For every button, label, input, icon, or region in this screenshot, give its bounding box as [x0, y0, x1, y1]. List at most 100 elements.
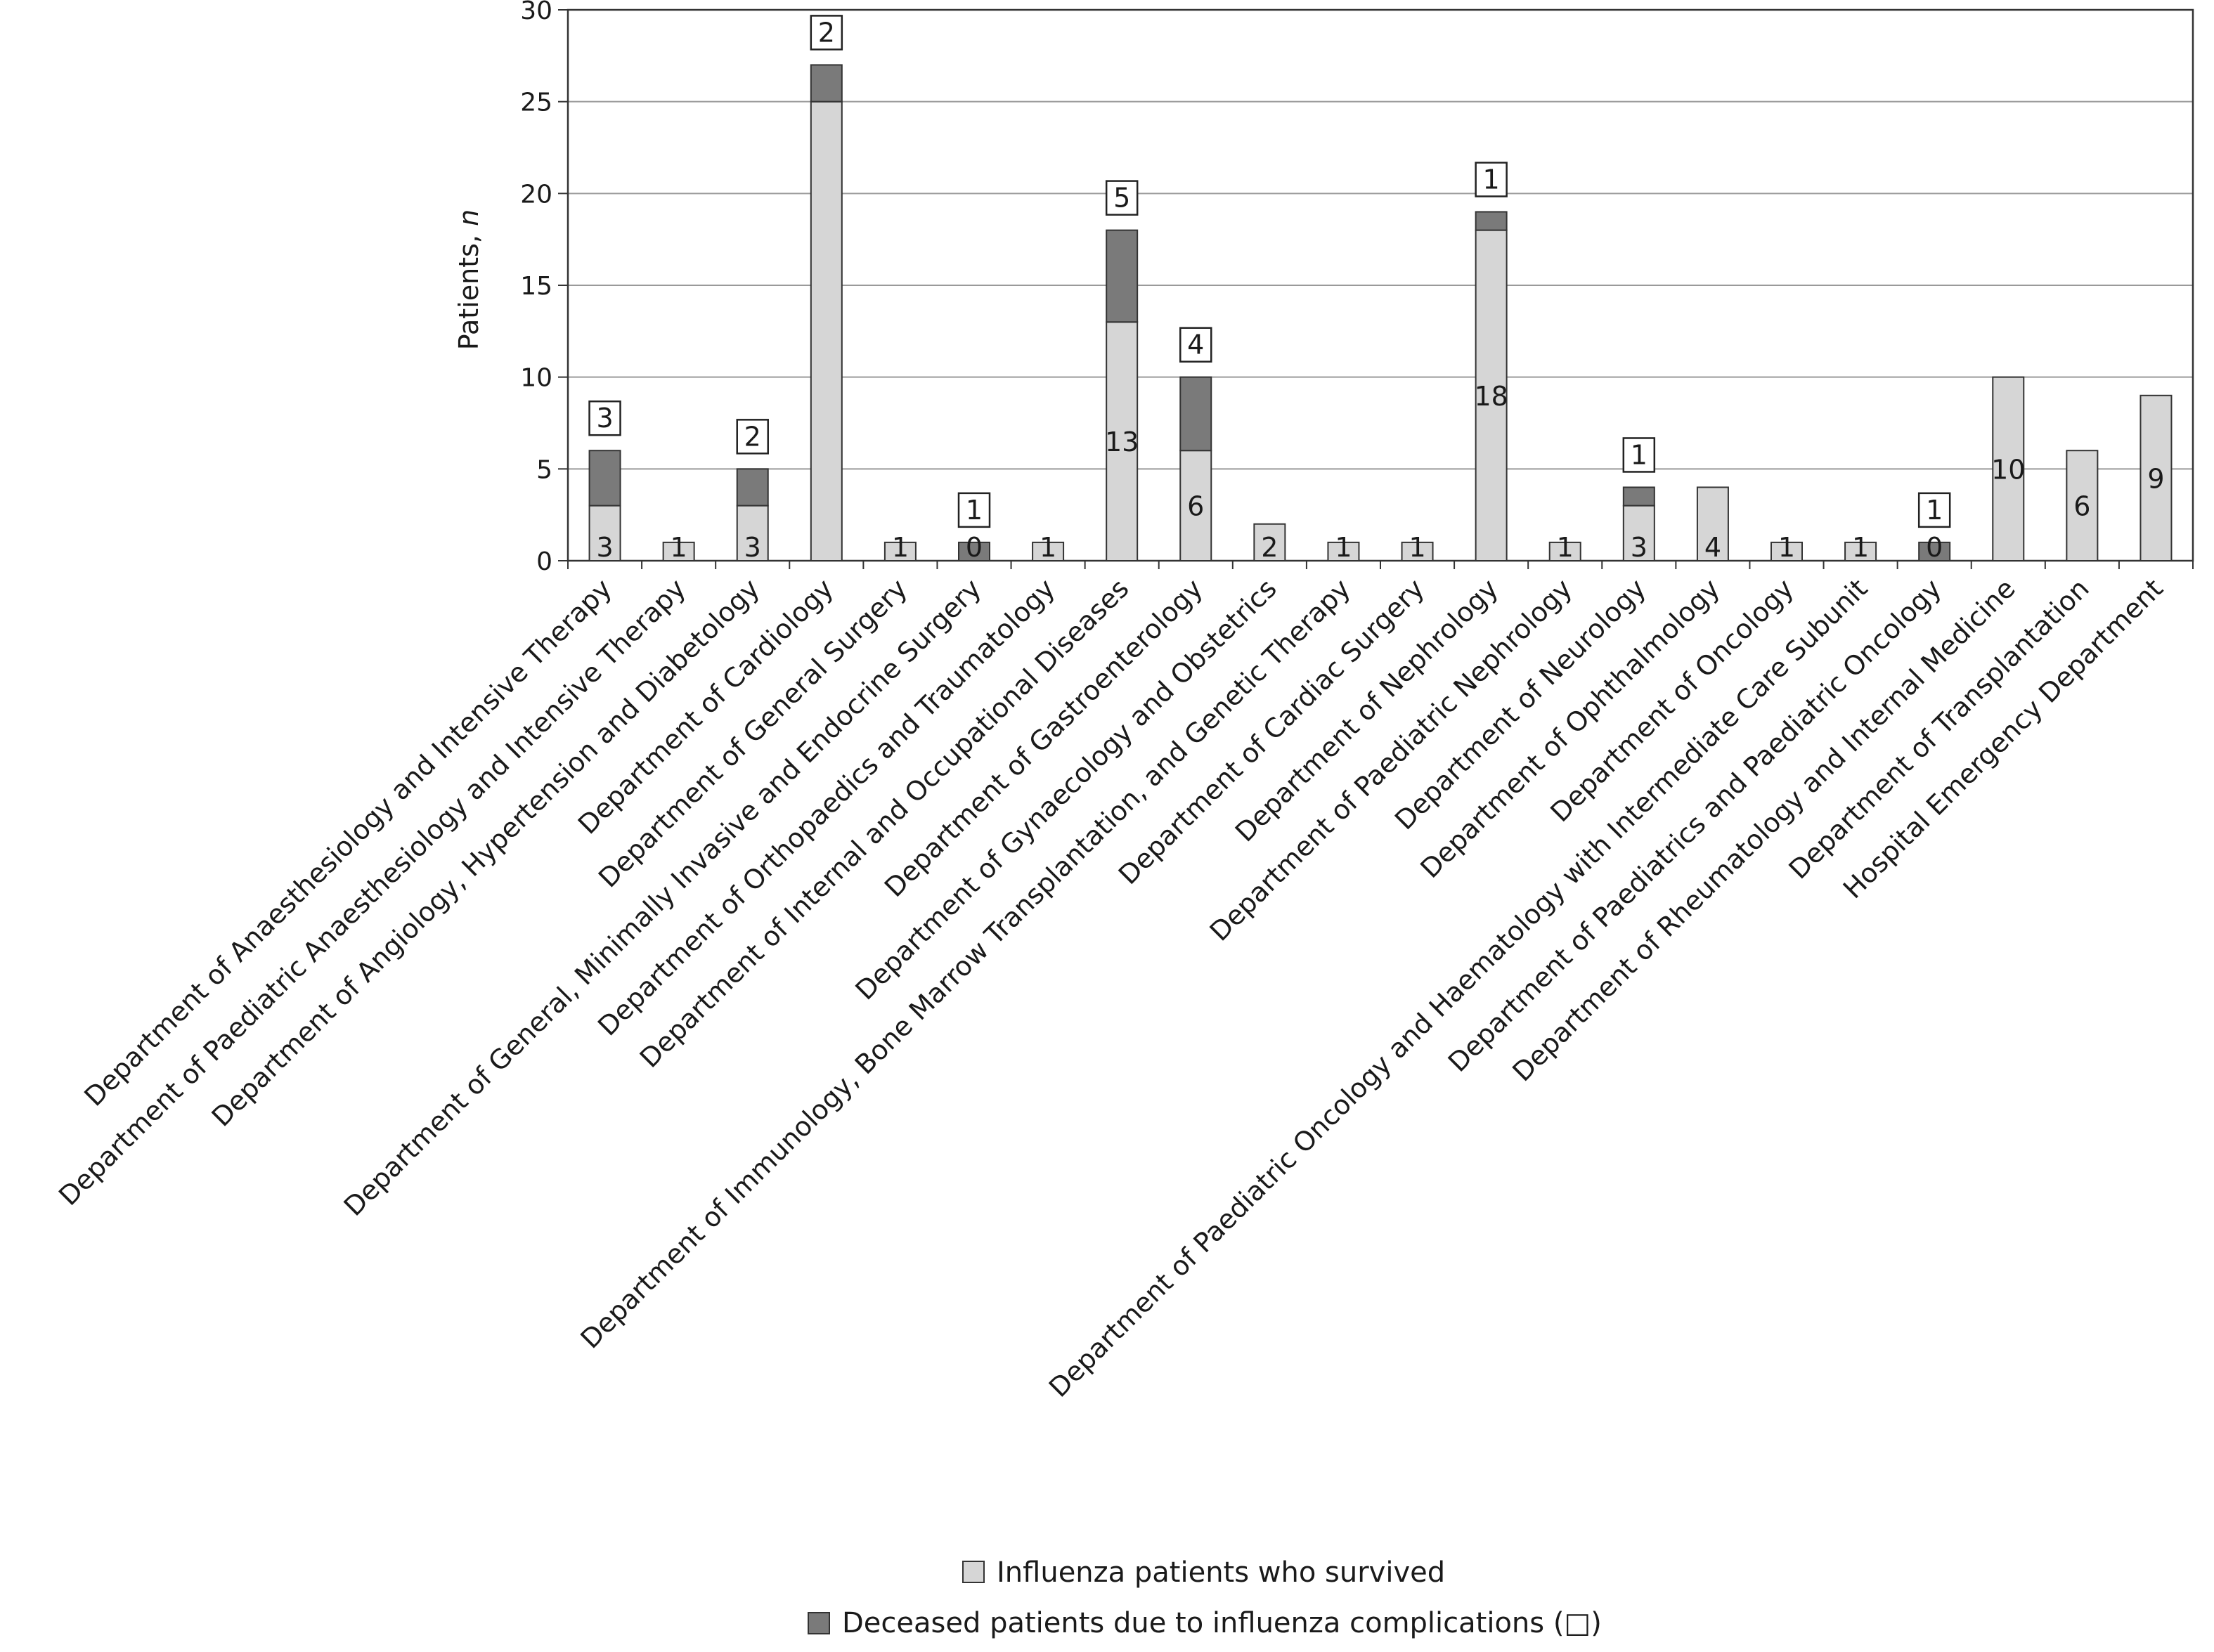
value-label-survived: 3 [744, 532, 761, 563]
value-label-survived: 3 [1631, 532, 1647, 563]
value-label-survived: 13 [1105, 427, 1139, 457]
deceased-box [1105, 180, 1139, 216]
axes [558, 8, 2194, 569]
bar-deceased [1622, 486, 1655, 507]
bar-survived [1106, 321, 1139, 561]
deceased-label: 5 [1113, 183, 1130, 214]
deceased-box [1475, 162, 1508, 197]
y-tick-label: 20 [520, 180, 552, 209]
value-label-survived: 1 [1335, 532, 1352, 563]
bars [588, 64, 2173, 562]
legend-swatch-survived [962, 1561, 985, 1583]
deceased-label: 2 [744, 421, 761, 452]
deceased-label-box: 2 [810, 15, 843, 51]
bar-deceased [588, 450, 621, 507]
bar-survived [588, 505, 621, 561]
bar-survived [736, 505, 769, 561]
bar-survived [1622, 505, 1655, 561]
deceased-label: 1 [1483, 164, 1500, 195]
bar-survived [1548, 541, 1581, 561]
bar-survived [1032, 541, 1065, 561]
bar-survived [883, 541, 917, 561]
y-tick-label: 25 [520, 89, 552, 117]
bar-survived [1770, 541, 1803, 561]
deceased-label: 1 [1926, 495, 1943, 526]
bar-survived [1844, 541, 1877, 561]
value-label-survived: 18 [1474, 381, 1508, 412]
bar-survived [810, 100, 843, 561]
y-tick-label: 0 [536, 547, 552, 576]
deceased-box [588, 400, 621, 436]
value-label-survived: 4 [1704, 532, 1721, 563]
value-label-survived: 3 [596, 532, 613, 563]
deceased-labels: 3 2 2 1 5 4 1 1 1 [588, 15, 1951, 528]
deceased-label: 3 [596, 403, 613, 434]
deceased-label-box: 1 [1475, 162, 1508, 197]
value-label-survived: 9 [2147, 463, 2164, 494]
bar-deceased [810, 64, 843, 103]
value-label-survived: 1 [1557, 532, 1574, 563]
y-tick-label: 5 [536, 455, 552, 484]
value-label-survived: 1 [1852, 532, 1869, 563]
deceased-box [1917, 492, 1951, 528]
value-label-survived: 1 [1778, 532, 1795, 563]
deceased-box [1622, 437, 1656, 473]
value-label-survived: 10 [1991, 454, 2025, 485]
y-tick-labels: 0 5 10 15 20 25 30 [520, 0, 552, 576]
y-axis-label: Patients, n [453, 209, 484, 350]
deceased-label-box: 2 [736, 419, 769, 455]
deceased-label: 4 [1187, 330, 1204, 360]
legend: Influenza patients who survived Deceased… [808, 1556, 1602, 1639]
value-label-survived: 1 [1040, 532, 1056, 563]
value-label-survived: 1 [671, 532, 687, 563]
y-tick-label: 10 [520, 364, 552, 393]
bar-survived [2139, 394, 2173, 561]
category-label: Department of Angiology, Hypertension an… [206, 573, 765, 1132]
value-label-survived: 0 [966, 532, 983, 563]
bar-survived [1327, 541, 1360, 561]
deceased-label: 1 [1631, 439, 1647, 470]
deceased-label: 1 [966, 495, 983, 526]
deceased-label-box: 3 [588, 400, 621, 436]
legend-swatch-deceased [808, 1612, 830, 1634]
deceased-label-box: 1 [1622, 437, 1656, 473]
value-label-survived: 0 [1926, 532, 1943, 563]
bar-deceased [1475, 211, 1508, 231]
bar-survived [1992, 376, 2025, 562]
bar-survived [2066, 450, 2099, 562]
bar-survived [662, 541, 695, 561]
deceased-box [736, 419, 769, 455]
deceased-label-box: 1 [957, 492, 991, 528]
value-label-survived: 6 [1187, 491, 1204, 522]
bar-survived [1179, 450, 1212, 562]
deceased-label: 2 [818, 17, 835, 48]
value-label-survived: 2 [1261, 532, 1278, 563]
category-labels: Department of Anaesthesiology and Intens… [53, 573, 2169, 1403]
value-label-survived: 1 [1409, 532, 1425, 563]
deceased-box [957, 492, 991, 528]
y-axis-label-italic: n [453, 209, 484, 226]
bar-deceased [736, 468, 769, 507]
bar-deceased [1106, 229, 1139, 323]
deceased-label-box: 4 [1179, 327, 1212, 363]
deceased-box [1179, 327, 1212, 363]
category-label: Department of Paediatric Anaesthesiology… [53, 573, 692, 1211]
y-tick-label: 30 [520, 0, 552, 25]
legend-label-survived: Influenza patients who survived [997, 1556, 1445, 1589]
y-tick-label: 15 [520, 272, 552, 301]
bar-survived [1696, 486, 1729, 562]
legend-label-deceased: Deceased patients due to influenza compl… [842, 1607, 1602, 1639]
value-label-survived: 6 [2073, 491, 2090, 522]
value-label-survived: 1 [892, 532, 909, 563]
bar-survived [1253, 523, 1286, 562]
deceased-label-box: 5 [1105, 180, 1139, 216]
y-axis-label-text: Patients, [453, 226, 484, 350]
bar-deceased [1918, 541, 1951, 561]
bar-survived [1401, 541, 1434, 561]
deceased-label-box: 1 [1917, 492, 1951, 528]
bar-deceased [958, 541, 990, 561]
deceased-box [810, 15, 843, 51]
bar-deceased [1179, 376, 1212, 452]
